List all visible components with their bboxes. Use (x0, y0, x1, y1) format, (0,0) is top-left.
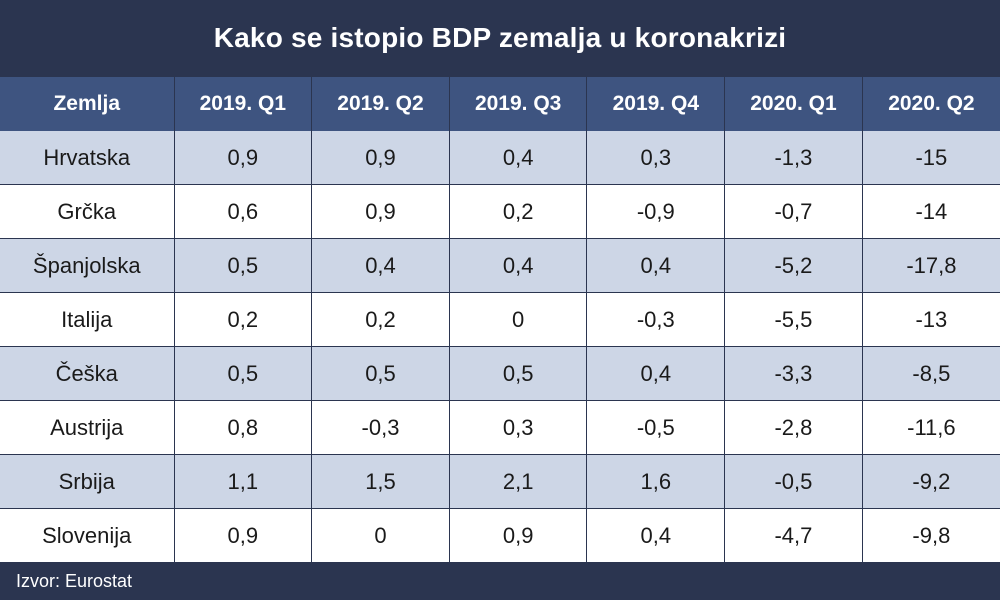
value-cell: -0,5 (586, 400, 726, 455)
country-cell: Španjolska (0, 238, 175, 293)
column-header: 2020. Q1 (724, 76, 863, 131)
value-cell: -11,6 (862, 400, 1000, 455)
value-cell: 1,6 (586, 454, 726, 509)
value-cell: 0,2 (449, 184, 588, 239)
value-cell: 0,8 (174, 400, 313, 455)
value-cell: 0,6 (174, 184, 313, 239)
country-cell: Slovenija (0, 508, 175, 563)
value-cell: 0,9 (311, 184, 450, 239)
value-cell: -14 (862, 184, 1000, 239)
source-note: Izvor: Eurostat (16, 570, 133, 591)
value-cell: 0,4 (449, 131, 588, 185)
column-header: 2019. Q3 (449, 76, 588, 131)
value-cell: 0,5 (311, 346, 450, 401)
value-cell: -0,7 (724, 184, 863, 239)
value-cell: 1,5 (311, 454, 450, 509)
value-cell: -5,2 (724, 238, 863, 293)
value-cell: -17,8 (862, 238, 1000, 293)
table-row: Srbija 1,1 1,5 2,1 1,6 -0,5 -9,2 (0, 454, 1000, 509)
value-cell: -9,2 (862, 454, 1000, 509)
country-cell: Srbija (0, 454, 175, 509)
value-cell: -5,5 (724, 292, 863, 347)
source-bar: Izvor: Eurostat (0, 562, 1000, 600)
country-cell: Austrija (0, 400, 175, 455)
value-cell: 0,3 (586, 131, 726, 185)
column-header: 2019. Q2 (311, 76, 450, 131)
value-cell: 0,4 (586, 508, 726, 563)
value-cell: 0,4 (449, 238, 588, 293)
value-cell: 0,9 (174, 508, 313, 563)
value-cell: 0,3 (449, 400, 588, 455)
column-header: 2020. Q2 (862, 76, 1000, 131)
country-cell: Češka (0, 346, 175, 401)
table-row: Češka 0,5 0,5 0,5 0,4 -3,3 -8,5 (0, 346, 1000, 401)
country-cell: Italija (0, 292, 175, 347)
value-cell: -0,9 (586, 184, 726, 239)
table-row: Italija 0,2 0,2 0 -0,3 -5,5 -13 (0, 292, 1000, 347)
table-row: Grčka 0,6 0,9 0,2 -0,9 -0,7 -14 (0, 184, 1000, 239)
table-row: Austrija 0,8 -0,3 0,3 -0,5 -2,8 -11,6 (0, 400, 1000, 455)
value-cell: -8,5 (862, 346, 1000, 401)
value-cell: -3,3 (724, 346, 863, 401)
value-cell: -0,3 (586, 292, 726, 347)
value-cell: 0,4 (586, 346, 726, 401)
value-cell: -2,8 (724, 400, 863, 455)
gdp-table: Zemlja 2019. Q1 2019. Q2 2019. Q3 2019. … (0, 76, 1000, 563)
value-cell: 0,4 (311, 238, 450, 293)
value-cell: 0,9 (174, 131, 313, 185)
value-cell: -1,3 (724, 131, 863, 185)
value-cell: -15 (862, 131, 1000, 185)
value-cell: 0 (311, 508, 450, 563)
table-header: Zemlja 2019. Q1 2019. Q2 2019. Q3 2019. … (0, 76, 1000, 131)
country-cell: Hrvatska (0, 131, 175, 185)
value-cell: 0 (449, 292, 588, 347)
header-row: Zemlja 2019. Q1 2019. Q2 2019. Q3 2019. … (0, 76, 1000, 131)
value-cell: 0,2 (311, 292, 450, 347)
table-body: Hrvatska 0,9 0,9 0,4 0,3 -1,3 -15 Grčka 0,6 0,9 0,… (0, 131, 1000, 563)
value-cell: 1,1 (174, 454, 313, 509)
value-cell: 2,1 (449, 454, 588, 509)
title-bar: Kako se istopio BDP zemalja u koronakriz… (0, 0, 1000, 76)
value-cell: -0,3 (311, 400, 450, 455)
value-cell: 0,9 (449, 508, 588, 563)
column-header: 2019. Q1 (174, 76, 313, 131)
value-cell: -0,5 (724, 454, 863, 509)
column-header: Zemlja (0, 76, 175, 131)
value-cell: -4,7 (724, 508, 863, 563)
column-header: 2019. Q4 (586, 76, 726, 131)
value-cell: 0,5 (449, 346, 588, 401)
value-cell: -9,8 (862, 508, 1000, 563)
table-row: Španjolska 0,5 0,4 0,4 0,4 -5,2 -17,8 (0, 238, 1000, 293)
value-cell: -13 (862, 292, 1000, 347)
table-row: Slovenija 0,9 0 0,9 0,4 -4,7 -9,8 (0, 508, 1000, 563)
value-cell: 0,5 (174, 238, 313, 293)
chart-title: Kako se istopio BDP zemalja u koronakriz… (213, 22, 787, 53)
value-cell: 0,4 (586, 238, 726, 293)
table-row: Hrvatska 0,9 0,9 0,4 0,3 -1,3 -15 (0, 131, 1000, 185)
country-cell: Grčka (0, 184, 175, 239)
value-cell: 0,9 (311, 131, 450, 185)
value-cell: 0,5 (174, 346, 313, 401)
value-cell: 0,2 (174, 292, 313, 347)
